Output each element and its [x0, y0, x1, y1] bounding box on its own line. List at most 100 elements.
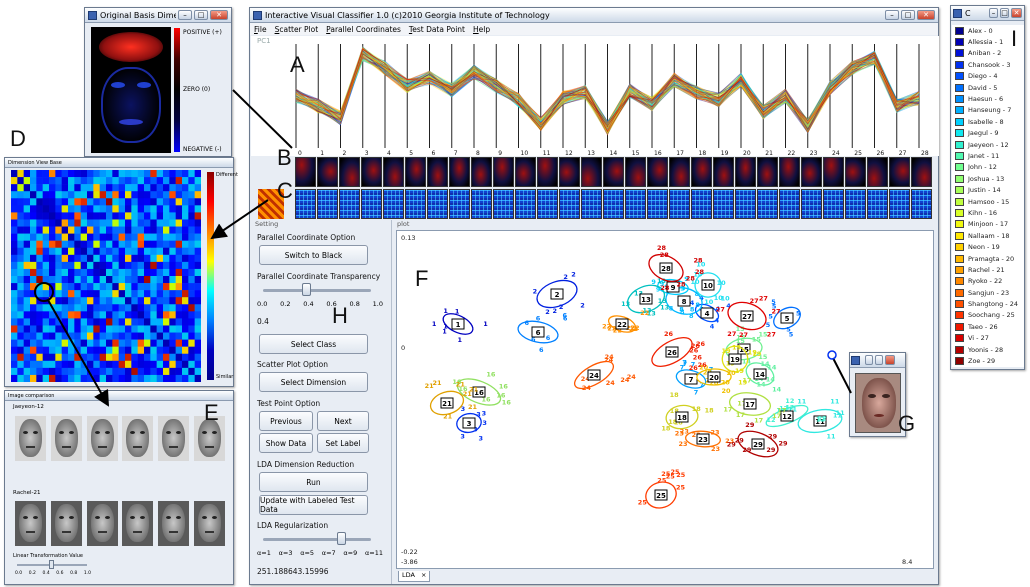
scatter-point[interactable]: 24 — [620, 376, 630, 384]
class-list[interactable]: Alex - 0 Allessia - 1 Aniban - 2 Chansook -… — [952, 25, 1024, 367]
class-item[interactable]: Shangtong - 24 — [952, 298, 1024, 309]
scatter-point[interactable]: 6 — [531, 336, 536, 344]
scatter-point[interactable]: 24 — [604, 356, 614, 364]
heatmap-thumbnail[interactable] — [911, 189, 932, 219]
scatter-point[interactable]: 26 — [698, 361, 708, 369]
scatter-point[interactable]: 18 — [705, 407, 715, 415]
scatter-point[interactable]: 7 — [683, 360, 688, 368]
class-centroid[interactable] — [639, 293, 653, 305]
class-list-title-bar[interactable]: C – □ ✕ — [951, 6, 1024, 21]
scatter-point[interactable]: 22 — [626, 324, 635, 332]
scatter-point[interactable]: 11 — [833, 412, 843, 420]
scatter-point[interactable]: 24 — [606, 379, 616, 387]
scatter-point[interactable]: 29 — [742, 446, 752, 454]
menu-scatter-plot[interactable]: Scatter Plot — [274, 25, 319, 34]
class-centroid[interactable] — [451, 318, 465, 330]
scatter-point[interactable]: 8 — [690, 306, 695, 314]
scatter-point[interactable]: 11 — [788, 405, 798, 413]
scatter-point[interactable]: 18 — [670, 391, 680, 399]
scatter-point[interactable]: 29 — [727, 441, 737, 449]
scatter-point[interactable]: 21 — [456, 380, 466, 388]
scatter-point[interactable]: 15 — [736, 325, 746, 333]
scatter-point[interactable]: 16 — [486, 371, 496, 379]
scatter-point[interactable]: 26 — [664, 330, 674, 338]
class-centroid[interactable] — [753, 368, 767, 380]
scatter-point[interactable]: 15 — [736, 333, 746, 341]
scatter-point[interactable]: 25 — [671, 468, 681, 476]
scatter-point[interactable]: 10 — [696, 261, 706, 269]
scatter-point[interactable]: 21 — [433, 379, 443, 387]
class-centroid[interactable] — [743, 398, 757, 410]
update-labeled-button[interactable]: Update with Labeled Test Data — [259, 495, 368, 515]
class-item[interactable]: Alex - 0 — [952, 25, 1024, 36]
scatter-point[interactable]: 26 — [689, 346, 699, 354]
scatter-point[interactable]: 29 — [745, 421, 755, 429]
class-item[interactable]: Pramagta - 20 — [952, 253, 1024, 264]
basis-thumbnail[interactable] — [779, 157, 800, 187]
scatter-point[interactable]: 2 — [580, 301, 585, 309]
maximize-icon[interactable]: □ — [901, 10, 915, 20]
scatter-point[interactable]: 22 — [602, 323, 611, 331]
basis-thumbnail[interactable] — [427, 157, 448, 187]
maximize-icon[interactable] — [875, 355, 883, 365]
class-centroid[interactable] — [550, 288, 564, 300]
basis-thumbnail[interactable] — [889, 157, 910, 187]
close-icon[interactable]: ✕ — [210, 10, 228, 20]
scatter-point[interactable]: 8 — [680, 308, 685, 316]
scatter-point[interactable]: 9 — [656, 286, 661, 294]
heatmap-thumbnail[interactable] — [405, 189, 426, 219]
scatter-point[interactable]: 15 — [758, 353, 768, 361]
scatter-point[interactable]: 26 — [696, 340, 706, 348]
heatmap-thumbnail[interactable] — [867, 189, 888, 219]
scatter-point[interactable]: 28 — [695, 268, 705, 276]
scatter-point[interactable]: 25 — [638, 498, 648, 506]
scatter-point[interactable]: 9 — [680, 285, 685, 293]
heatmap-thumbnail[interactable] — [427, 189, 448, 219]
basis-thumbnail[interactable] — [559, 157, 580, 187]
class-centroid[interactable] — [707, 371, 721, 383]
scatter-point[interactable]: 27 — [716, 306, 725, 314]
class-ellipse[interactable] — [724, 298, 769, 335]
menu-test-data-point[interactable]: Test Data Point — [408, 25, 465, 34]
basis-thumbnail[interactable] — [405, 157, 426, 187]
class-ellipse[interactable] — [764, 401, 811, 431]
class-item[interactable]: John - 12 — [952, 162, 1024, 173]
scatter-point[interactable]: 1 — [458, 336, 463, 344]
scatter-point[interactable]: 21 — [469, 386, 479, 394]
heatmap-thumbnail[interactable] — [713, 189, 734, 219]
scatter-point[interactable]: 3 — [473, 426, 478, 434]
scatter-point[interactable]: 1 — [483, 320, 488, 328]
scatter-point[interactable]: 29 — [735, 437, 745, 445]
scatter-point[interactable]: 2 — [533, 287, 538, 295]
scatter-plot[interactable]: 1111111122222222333333334444444455555555… — [396, 230, 934, 569]
class-centroid[interactable] — [654, 489, 668, 501]
scatter-point[interactable]: 28 — [686, 275, 696, 283]
image-title-bar[interactable]: Image comparison — [5, 391, 233, 401]
menu-help[interactable]: Help — [472, 25, 491, 34]
class-ellipse[interactable] — [647, 332, 696, 372]
heatmap-thumbnail[interactable] — [757, 189, 778, 219]
scatter-point[interactable]: 3 — [460, 432, 465, 440]
scatter-point[interactable]: 29 — [768, 432, 778, 440]
class-ellipse[interactable] — [684, 430, 722, 448]
menu-file[interactable]: File — [254, 25, 267, 34]
class-item[interactable]: Allessia - 1 — [952, 36, 1024, 47]
class-ellipse[interactable] — [725, 336, 764, 362]
basis-thumbnail[interactable] — [339, 157, 360, 187]
class-item[interactable]: Justin - 14 — [952, 184, 1024, 195]
scatter-point[interactable]: 1 — [443, 323, 448, 331]
class-ellipse[interactable] — [696, 368, 732, 386]
scatter-point[interactable]: 3 — [482, 419, 487, 427]
scatter-point[interactable]: 7 — [682, 358, 687, 366]
heatmap-thumbnail[interactable] — [471, 189, 492, 219]
scatter-point[interactable]: 6 — [525, 319, 530, 327]
class-ellipse[interactable] — [663, 284, 705, 317]
scatter-point[interactable]: 1 — [432, 320, 437, 328]
maximize-icon[interactable]: □ — [1000, 8, 1009, 18]
class-centroid[interactable] — [675, 411, 689, 423]
scatter-point[interactable]: 6 — [536, 314, 541, 322]
close-icon[interactable]: ✕ — [917, 10, 935, 20]
scatter-point[interactable]: 22 — [640, 309, 649, 317]
class-centroid[interactable] — [728, 353, 742, 365]
class-item[interactable]: Yoonis - 28 — [952, 344, 1024, 355]
